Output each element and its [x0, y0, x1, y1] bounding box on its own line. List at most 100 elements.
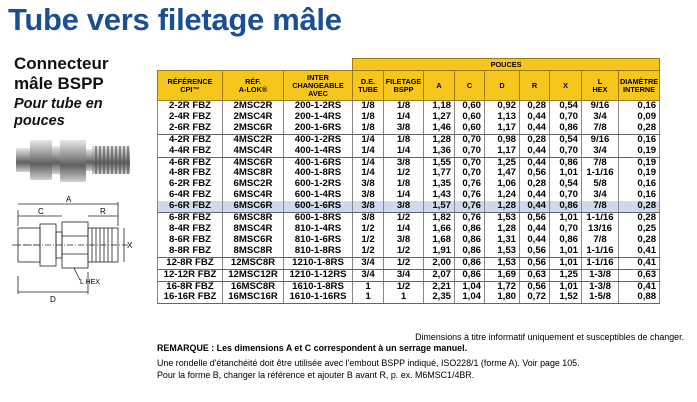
table-cell: 8-8R FBZ	[157, 245, 223, 258]
table-cell: 810-1-6RS	[283, 234, 353, 246]
table-cell: 0,76	[454, 212, 485, 224]
table-cell: 0,86	[549, 122, 582, 135]
table-cell: 1/8	[383, 179, 424, 191]
table-cell: 4MSC2R	[222, 134, 284, 146]
table-cell: 0,44	[519, 223, 550, 235]
table-cell: 1,53	[484, 245, 520, 258]
table-cell: 3/8	[352, 179, 384, 191]
table-cell: 3/8	[383, 157, 424, 169]
table-cell: 0,16	[617, 179, 661, 191]
col-l-hex: L HEX	[581, 70, 619, 101]
table-cell: 1,57	[423, 201, 455, 214]
fitting-photo	[16, 140, 130, 182]
table-cell: 0,86	[549, 157, 582, 169]
table-cell: 2-4R FBZ	[157, 111, 223, 123]
product-description-line-1: Pour tube en	[14, 96, 103, 112]
table-cell: 6-4R FBZ	[157, 190, 223, 202]
table-cell: 13/16	[581, 223, 619, 235]
table-cell: 16-8R FBZ	[157, 281, 223, 293]
table-cell: 8MSC6R	[222, 234, 284, 246]
col-filetage: FILETAGE BSPP	[383, 70, 424, 101]
table-row: 16-8R FBZ 16MSC8R 1610-1-8RS 1 1/2 2,21 1,04 1,…	[157, 281, 661, 293]
table-cell: 0,86	[549, 201, 582, 214]
table-cell: 1,77	[423, 168, 455, 180]
table-cell: 0,41	[617, 245, 661, 258]
table-cell: 0,41	[617, 257, 661, 270]
table-cell: 0,44	[519, 190, 550, 202]
table-cell: 600-1-2RS	[283, 179, 353, 191]
table-cell: 1/8	[352, 122, 384, 135]
table-cell: 0,76	[454, 201, 485, 214]
table-cell: 1,28	[484, 223, 520, 235]
col-diametre: DIAMÈTRE INTERNE	[617, 70, 661, 101]
table-cell: 0,60	[454, 100, 485, 112]
table-cell: 0,19	[617, 168, 661, 180]
table-cell: 0,60	[454, 122, 485, 135]
dimensions-note: Dimensions à titre informatif uniquement…	[415, 332, 684, 342]
table-cell: 6MSC8R	[222, 212, 284, 224]
table-cell: 0,86	[454, 223, 485, 235]
col-ref-alok: RÉF. A-LOK®	[222, 70, 284, 101]
table-cell: 1,04	[454, 292, 485, 305]
table-cell: 200-1-4RS	[283, 111, 353, 123]
table-cell: 0,70	[454, 134, 485, 146]
table-cell: 12MSC12R	[222, 269, 284, 282]
table-cell: 0,86	[454, 269, 485, 282]
table-cell: 0,70	[454, 168, 485, 180]
table-cell: 0,56	[519, 212, 550, 224]
table-cell: 4MSC6R	[222, 157, 284, 169]
table-cell: 0,86	[454, 245, 485, 258]
table-cell: 1,66	[423, 223, 455, 235]
table-row: 2-4R FBZ 2MSC4R 200-1-4RS 1/8 1/4 1,27 0,60 1,1…	[157, 111, 661, 123]
table-row: 8-6R FBZ 8MSC6R 810-1-6RS 1/2 3/8 1,68 0,86 1,3…	[157, 234, 661, 246]
table-cell: 6MSC4R	[222, 190, 284, 202]
table-row: 8-4R FBZ 8MSC4R 810-1-4RS 1/2 1/4 1,66 0,86 1,2…	[157, 223, 661, 235]
table-cell: 0,28	[617, 212, 661, 224]
table-cell: 0,56	[519, 257, 550, 270]
table-row: 4-4R FBZ 4MSC4R 400-1-4RS 1/4 1/4 1,36 0,70 1,1…	[157, 145, 661, 158]
table-cell: 2-6R FBZ	[157, 122, 223, 135]
table-cell: 0,70	[549, 223, 582, 235]
table-cell: 2-2R FBZ	[157, 100, 223, 112]
table-cell: 1	[352, 292, 384, 305]
table-cell: 1/2	[383, 212, 424, 224]
col-interchangeable: INTER CHANGEABLE AVEC	[283, 70, 353, 101]
table-cell: 0,19	[617, 145, 661, 158]
table-cell: 1610-1-8RS	[283, 281, 353, 293]
table-cell: 8MSC4R	[222, 223, 284, 235]
table-cell: 1,80	[484, 292, 520, 305]
table-cell: 1,17	[484, 122, 520, 135]
table-cell: 0,56	[519, 281, 550, 293]
table-cell: 1,35	[423, 179, 455, 191]
table-cell: 1,27	[423, 111, 455, 123]
table-cell: 600-1-4RS	[283, 190, 353, 202]
table-cell: 1/4	[383, 223, 424, 235]
table-cell: 1/8	[352, 111, 384, 123]
table-cell: 1,72	[484, 281, 520, 293]
table-cell: 1-1/16	[581, 168, 619, 180]
remarque-note: REMARQUE : Les dimensions A et C corresp…	[157, 343, 468, 353]
table-cell: 1,17	[484, 145, 520, 158]
table-cell: 1,36	[423, 145, 455, 158]
table-cell: 2,00	[423, 257, 455, 270]
table-cell: 0,41	[617, 281, 661, 293]
table-cell: 0,86	[454, 257, 485, 270]
table-cell: 1,04	[454, 281, 485, 293]
table-cell: 16-16R FBZ	[157, 292, 223, 305]
table-cell: 12MSC8R	[222, 257, 284, 270]
table-cell: 4MSC8R	[222, 168, 284, 180]
table-cell: 1/8	[383, 100, 424, 112]
table-cell: 1210-1-12RS	[283, 269, 353, 282]
dim-x-label: X	[127, 241, 133, 250]
table-cell: 1	[383, 292, 424, 305]
table-cell: 0,98	[484, 134, 520, 146]
table-cell: 0,72	[519, 292, 550, 305]
table-cell: 0,44	[519, 145, 550, 158]
table-row: 6-2R FBZ 6MSC2R 600-1-2RS 3/8 1/8 1,35 0,76 1,0…	[157, 179, 661, 191]
table-cell: 9/16	[581, 100, 619, 112]
product-name-line-2: mâle BSPP	[14, 74, 104, 93]
table-cell: 400-1-8RS	[283, 168, 353, 180]
table-cell: 0,56	[519, 168, 550, 180]
table-cell: 1	[352, 281, 384, 293]
table-cell: 1,55	[423, 157, 455, 169]
